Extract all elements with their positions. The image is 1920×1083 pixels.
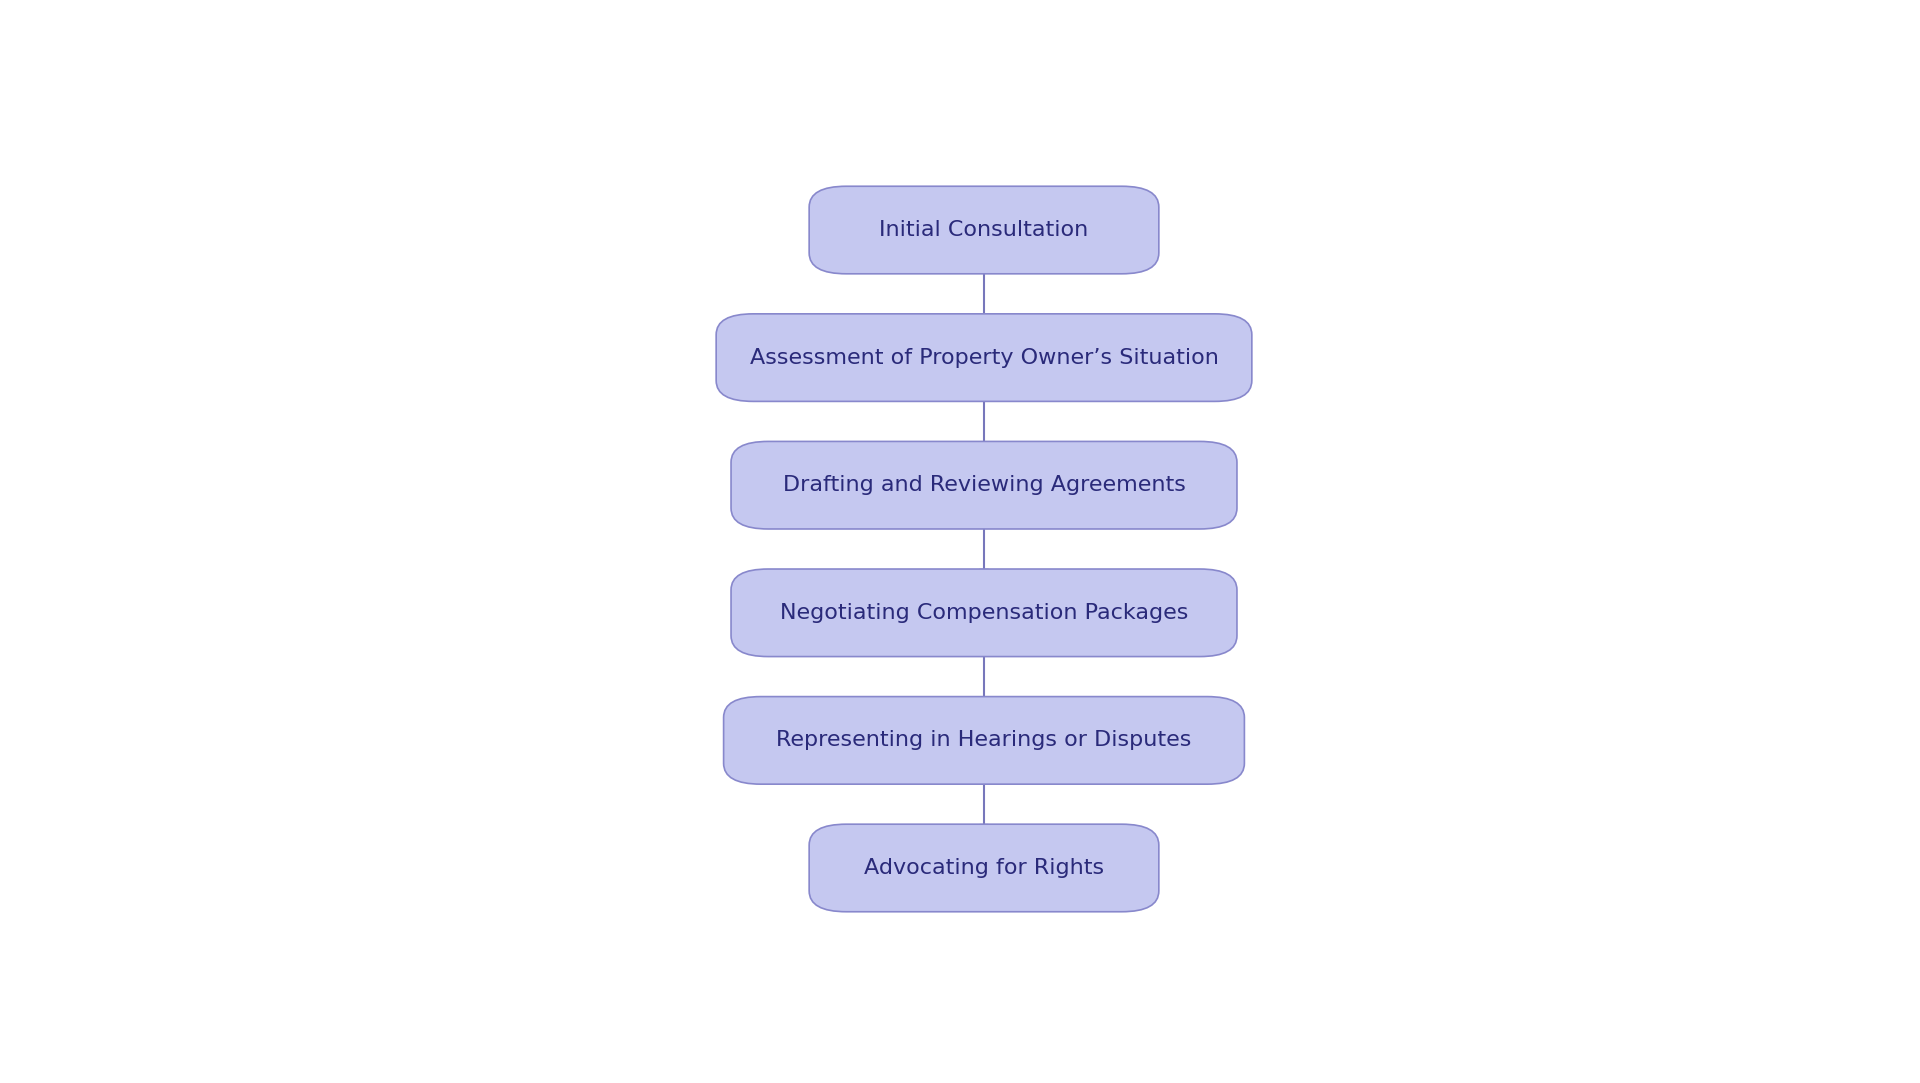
FancyBboxPatch shape — [808, 824, 1160, 912]
FancyBboxPatch shape — [732, 442, 1236, 529]
FancyBboxPatch shape — [716, 314, 1252, 402]
Text: Drafting and Reviewing Agreements: Drafting and Reviewing Agreements — [783, 475, 1185, 495]
FancyBboxPatch shape — [732, 569, 1236, 656]
FancyBboxPatch shape — [808, 186, 1160, 274]
Text: Representing in Hearings or Disputes: Representing in Hearings or Disputes — [776, 730, 1192, 751]
Text: Initial Consultation: Initial Consultation — [879, 220, 1089, 240]
Text: Assessment of Property Owner’s Situation: Assessment of Property Owner’s Situation — [749, 348, 1219, 367]
FancyBboxPatch shape — [724, 696, 1244, 784]
Text: Advocating for Rights: Advocating for Rights — [864, 858, 1104, 878]
Text: Negotiating Compensation Packages: Negotiating Compensation Packages — [780, 603, 1188, 623]
